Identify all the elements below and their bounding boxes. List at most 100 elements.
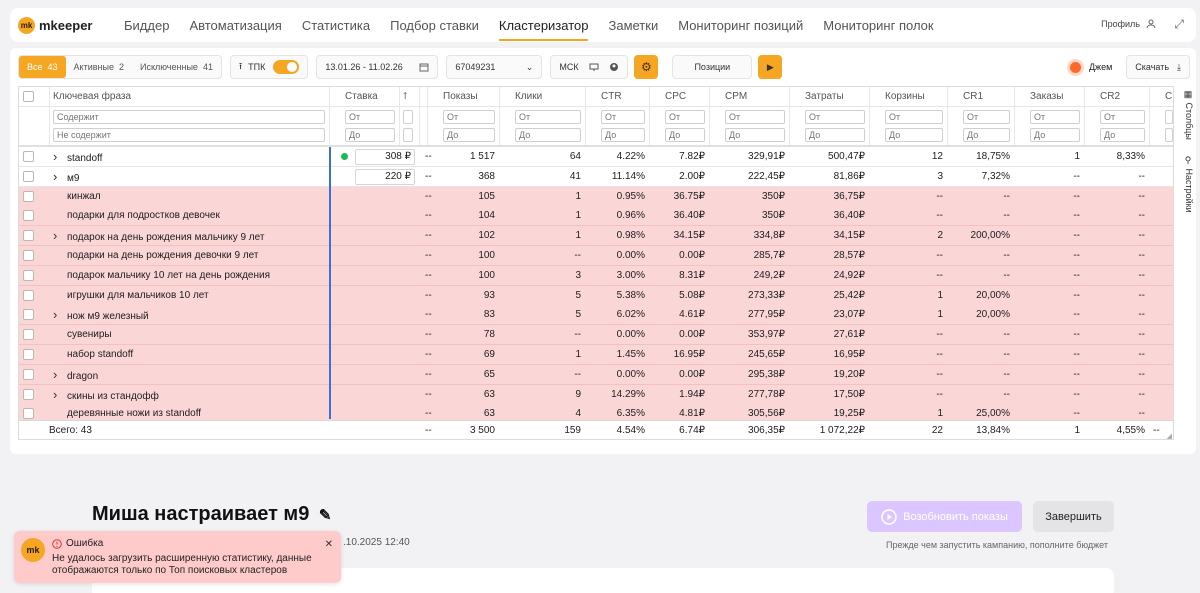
row-checkbox[interactable]: [19, 325, 49, 345]
resume-button[interactable]: Возобновить показы: [867, 501, 1022, 532]
settings-side-tab[interactable]: ⚲ Настройки: [1176, 156, 1194, 213]
table-row[interactable]: подарки для подростков девочек -- 104 1 0.96…: [19, 206, 1173, 227]
row-checkbox[interactable]: [19, 167, 49, 187]
column-header[interactable]: Корзины: [885, 91, 925, 102]
range-filter-input[interactable]: [403, 110, 413, 124]
monitor-icon[interactable]: [589, 63, 599, 72]
nav-item[interactable]: Заметки: [608, 18, 659, 33]
date-range-picker[interactable]: 13.01.26 - 11.02.26: [316, 55, 439, 79]
chevron-right-icon[interactable]: ›: [53, 168, 58, 184]
row-checkbox[interactable]: [19, 246, 49, 266]
row-checkbox[interactable]: [19, 206, 49, 226]
range-filter-input[interactable]: [1030, 110, 1080, 124]
table-row[interactable]: подарки на день рождения девочки 9 лет --…: [19, 246, 1173, 266]
segment-excluded[interactable]: Исключенные 41: [140, 62, 213, 72]
column-header[interactable]: CR2: [1100, 91, 1121, 102]
range-filter-input[interactable]: [1100, 110, 1145, 124]
account-icon[interactable]: [609, 62, 619, 72]
range-filter-input[interactable]: [725, 110, 785, 124]
table-row[interactable]: › нож м9 железный -- 83 5 6.02% 4.61₽ 277,95₽ 23…: [19, 305, 1173, 326]
range-filter-input[interactable]: [601, 110, 645, 124]
range-filter-input[interactable]: [403, 128, 413, 142]
range-filter-input[interactable]: [601, 128, 645, 142]
bid-input[interactable]: 308 ₽: [355, 149, 415, 165]
columns-side-tab[interactable]: ▦ Столбцы: [1176, 90, 1194, 140]
column-header[interactable]: Заказы: [1030, 91, 1064, 102]
profile-link[interactable]: Профиль: [1101, 19, 1156, 29]
range-filter-input[interactable]: [345, 128, 395, 142]
campaign-select[interactable]: 67049231 ⌄: [446, 55, 543, 79]
range-filter-input[interactable]: [1100, 128, 1145, 142]
row-checkbox[interactable]: [19, 305, 49, 325]
nav-item[interactable]: Мониторинг полок: [823, 18, 934, 33]
finish-button[interactable]: Завершить: [1033, 501, 1114, 532]
row-checkbox[interactable]: [19, 147, 49, 167]
range-filter-input[interactable]: [443, 128, 495, 142]
column-header[interactable]: Ключевая фраза: [53, 91, 132, 102]
table-row[interactable]: › standoff 308 ₽ -- 1 517 64 4.22% 7.82₽ 329,91₽…: [19, 147, 1173, 167]
column-header[interactable]: C: [1165, 91, 1173, 102]
range-filter-input[interactable]: [665, 128, 705, 142]
row-checkbox[interactable]: [19, 345, 49, 365]
table-row[interactable]: игрушки для мальчиков 10 лет -- 93 5 5.38% 5.…: [19, 285, 1173, 306]
range-filter-input[interactable]: [885, 128, 943, 142]
nav-item[interactable]: Мониторинг позиций: [678, 18, 804, 33]
table-row[interactable]: › скины из стандофф -- 63 9 14.29% 1.94₽ 277,78…: [19, 384, 1173, 405]
bid-input[interactable]: 220 ₽: [355, 168, 415, 185]
nav-item[interactable]: Статистика: [301, 18, 371, 33]
range-filter-input[interactable]: [963, 110, 1010, 124]
range-filter-input[interactable]: [515, 110, 581, 124]
download-button[interactable]: Скачать ⤓: [1126, 55, 1190, 79]
range-filter-input[interactable]: [805, 110, 865, 124]
range-filter-input[interactable]: [885, 110, 943, 124]
column-header[interactable]: CTR: [601, 91, 622, 102]
nav-item[interactable]: Автоматизация: [189, 18, 282, 33]
range-filter-input[interactable]: [665, 110, 705, 124]
chevron-right-icon[interactable]: ›: [53, 228, 58, 244]
table-row[interactable]: подарок мальчику 10 лет на день рождения…: [19, 265, 1173, 286]
nav-item[interactable]: Кластеризатор: [498, 9, 589, 41]
range-filter-input[interactable]: [1165, 128, 1173, 142]
pencil-icon[interactable]: ✎: [318, 507, 332, 524]
segment-active[interactable]: Активные 2: [73, 62, 124, 72]
range-filter-input[interactable]: [345, 110, 395, 124]
row-checkbox[interactable]: [19, 365, 49, 385]
range-filter-input[interactable]: [515, 128, 581, 142]
row-checkbox[interactable]: [19, 266, 49, 286]
range-filter-input[interactable]: [805, 128, 865, 142]
column-header[interactable]: CPC: [665, 91, 687, 102]
column-header[interactable]: Показы: [443, 91, 478, 102]
range-filter-input[interactable]: [1030, 128, 1080, 142]
logo[interactable]: mk mkeeper: [18, 16, 110, 34]
row-checkbox[interactable]: [19, 385, 49, 405]
expand-icon[interactable]: ⤢: [1174, 17, 1184, 31]
chevron-right-icon[interactable]: ›: [53, 149, 58, 164]
chevron-right-icon[interactable]: ›: [53, 307, 58, 323]
nav-item[interactable]: Биддер: [124, 18, 170, 33]
table-row[interactable]: набор standoff -- 69 1 1.45% 16.95₽ 245,65₽ 16,…: [19, 345, 1173, 365]
chevron-right-icon[interactable]: ›: [53, 386, 58, 402]
row-checkbox[interactable]: [19, 404, 49, 424]
nav-item[interactable]: Подбор ставки: [390, 18, 479, 33]
column-header[interactable]: CR1: [963, 91, 984, 102]
jam-indicator[interactable]: Джем: [1069, 61, 1112, 73]
table-row[interactable]: сувениры -- 78 -- 0.00% 0.00₽ 353,97₽ 27,61₽ -- -…: [19, 325, 1173, 346]
row-checkbox[interactable]: [19, 286, 49, 306]
region-value[interactable]: МСК: [559, 62, 579, 72]
play-button[interactable]: ▶: [758, 55, 783, 79]
table-row[interactable]: › подарок на день рождения мальчику 9 лет…: [19, 226, 1173, 247]
settings-gear-button[interactable]: ⚙: [634, 55, 659, 79]
segment-all[interactable]: Все 43: [19, 56, 66, 78]
table-row[interactable]: › м9 220 ₽ -- 368 41 11.14% 2.00₽ 222,45₽ 81,86₽ 3…: [19, 166, 1173, 187]
tpk-toggle[interactable]: [273, 60, 300, 74]
positions-button[interactable]: Позиции: [672, 55, 753, 79]
column-header[interactable]: Клики: [515, 91, 543, 102]
resize-handle-icon[interactable]: ◢: [1166, 433, 1172, 440]
close-icon[interactable]: ✕: [324, 539, 333, 550]
column-header[interactable]: Затраты: [805, 91, 844, 102]
phrase-filter-input[interactable]: [53, 110, 325, 124]
row-checkbox[interactable]: [19, 226, 49, 246]
chevron-right-icon[interactable]: ›: [53, 366, 58, 382]
column-header[interactable]: Ставка: [345, 91, 378, 102]
range-filter-input[interactable]: [963, 128, 1010, 142]
